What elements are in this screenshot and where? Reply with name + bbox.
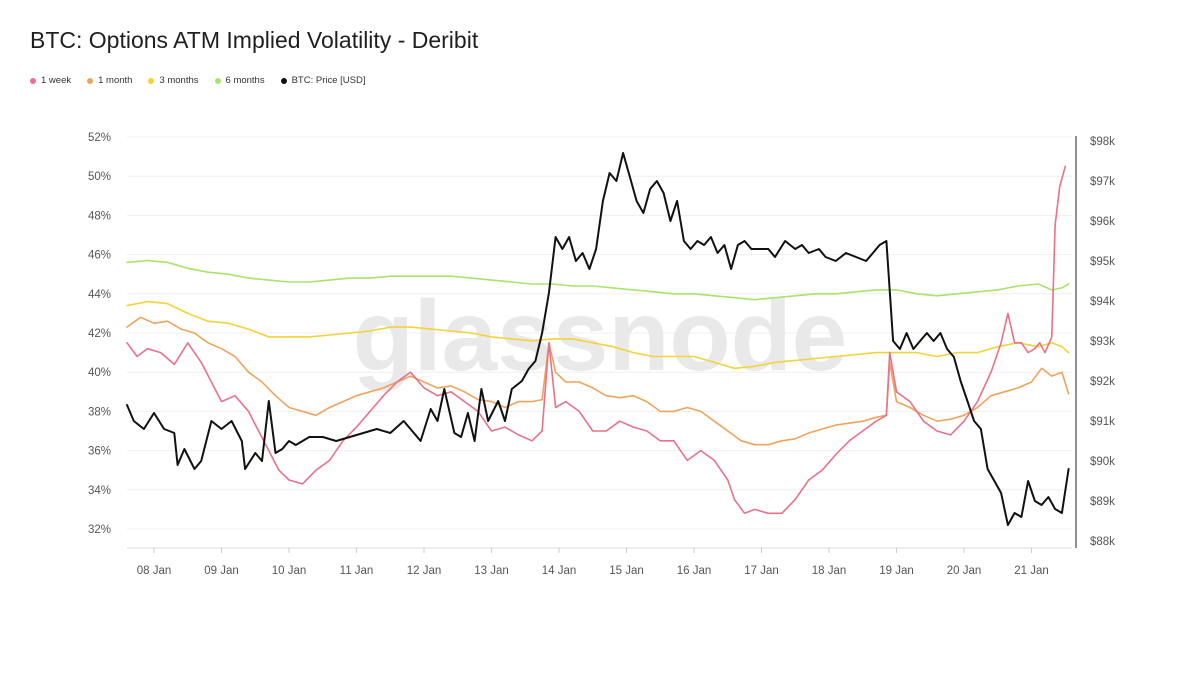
legend-label: BTC: Price [USD] bbox=[291, 75, 366, 86]
y-left-tick-label: 42% bbox=[88, 328, 111, 340]
series-line-w1[interactable] bbox=[126, 165, 1067, 515]
y-left-tick-label: 44% bbox=[88, 289, 111, 301]
x-tick-label: 13 Jan bbox=[474, 565, 509, 577]
legend-item-1-week[interactable]: 1 week bbox=[30, 75, 71, 86]
legend-item-btc-price[interactable]: BTC: Price [USD] bbox=[280, 75, 366, 86]
y-left-tick-label: 36% bbox=[88, 446, 111, 458]
y-left-tick-label: 46% bbox=[88, 250, 111, 262]
x-tick-label: 14 Jan bbox=[542, 565, 577, 577]
watermark-logo: glassnode bbox=[353, 280, 848, 392]
legend-item-6-months[interactable]: 6 months bbox=[214, 75, 265, 86]
x-tick-label: 11 Jan bbox=[340, 565, 374, 577]
x-tick-label: 09 Jan bbox=[204, 565, 239, 577]
x-tick-label: 21 Jan bbox=[1014, 565, 1049, 577]
y-right-tick-label: $98k bbox=[1090, 136, 1115, 148]
y-axis-right: $88k $89k $90k $91k $92k $93k $94k $95k $96k $97k… bbox=[1075, 136, 1115, 548]
y-right-tick-label: $91k bbox=[1090, 416, 1115, 428]
series-line-price[interactable] bbox=[126, 152, 1070, 526]
y-right-tick-label: $97k bbox=[1090, 176, 1115, 188]
legend-label: 3 months bbox=[159, 75, 199, 86]
legend-item-3-months[interactable]: 3 months bbox=[148, 75, 199, 86]
y-left-tick-label: 32% bbox=[88, 524, 111, 536]
legend: 1 week 1 month 3 months 6 months BTC: Pr… bbox=[30, 75, 366, 86]
x-tick-label: 08 Jan bbox=[137, 565, 172, 577]
y-right-tick-label: $93k bbox=[1090, 336, 1115, 348]
x-tick-label: 18 Jan bbox=[812, 565, 847, 577]
y-right-tick-label: $88k bbox=[1090, 536, 1115, 548]
y-left-tick-label: 38% bbox=[88, 406, 111, 418]
y-left-tick-label: 40% bbox=[88, 367, 111, 379]
x-tick-label: 19 Jan bbox=[879, 565, 914, 577]
y-left-tick-label: 34% bbox=[88, 485, 111, 497]
x-tick-label: 12 Jan bbox=[407, 565, 442, 577]
legend-label: 1 week bbox=[41, 75, 72, 86]
series-lines[interactable] bbox=[126, 152, 1070, 526]
x-axis: 08 Jan 09 Jan 10 Jan 11 Jan 12 Jan 13 Jan 14 J… bbox=[127, 547, 1072, 577]
y-right-tick-label: $96k bbox=[1090, 216, 1115, 228]
x-tick-label: 15 Jan bbox=[609, 565, 644, 577]
x-tick-label: 10 Jan bbox=[272, 565, 307, 577]
legend-label: 6 months bbox=[225, 75, 265, 86]
series-line-m6[interactable] bbox=[126, 259, 1070, 301]
y-right-tick-label: $92k bbox=[1090, 376, 1115, 388]
series-line-m1[interactable] bbox=[126, 316, 1070, 446]
series-line-m3[interactable] bbox=[126, 300, 1070, 370]
x-tick-label: 20 Jan bbox=[947, 565, 982, 577]
legend-dot-icon bbox=[30, 77, 36, 84]
legend-label: 1 month bbox=[98, 75, 133, 86]
y-left-tick-label: 50% bbox=[88, 171, 111, 183]
chart-title: BTC: Options ATM Implied Volatility - De… bbox=[30, 27, 479, 53]
y-left-tick-label: 48% bbox=[88, 210, 111, 222]
y-right-tick-label: $94k bbox=[1090, 296, 1115, 308]
legend-item-1-month[interactable]: 1 month bbox=[87, 75, 132, 86]
y-right-tick-label: $90k bbox=[1090, 456, 1115, 468]
y-axis-left: 32% 34% 36% 38% 40% 42% 44% 46% 48% 50% 52% bbox=[88, 132, 111, 536]
legend-dot-icon bbox=[87, 77, 94, 84]
x-tick-label: 16 Jan bbox=[677, 565, 712, 577]
legend-dot-icon bbox=[148, 77, 155, 84]
y-right-tick-label: $89k bbox=[1090, 496, 1115, 508]
legend-dot-icon bbox=[214, 77, 221, 84]
legend-dot-icon bbox=[280, 77, 287, 84]
x-tick-label: 17 Jan bbox=[744, 565, 779, 577]
y-right-tick-label: $95k bbox=[1090, 256, 1115, 268]
y-left-tick-label: 52% bbox=[88, 132, 111, 144]
